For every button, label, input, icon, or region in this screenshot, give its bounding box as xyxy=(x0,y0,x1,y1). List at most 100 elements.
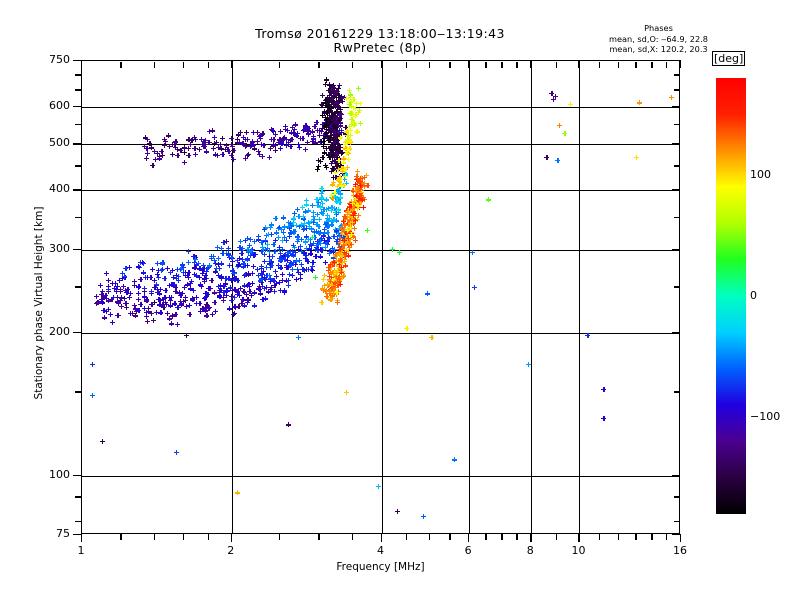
data-point xyxy=(206,264,212,270)
data-point xyxy=(99,292,105,298)
data-point xyxy=(299,237,305,242)
x-tick-minor-top xyxy=(207,62,210,68)
x-tick-major-top xyxy=(680,60,682,68)
y-tick-minor xyxy=(75,496,81,498)
x-tick-minor-top xyxy=(666,62,668,68)
x-tick-minor-top xyxy=(485,62,487,68)
data-point xyxy=(135,264,141,270)
data-point xyxy=(170,282,176,288)
data-point xyxy=(236,303,242,309)
data-point xyxy=(231,310,237,316)
data-point xyxy=(290,260,296,266)
data-point xyxy=(291,229,297,235)
data-point xyxy=(135,296,141,302)
data-point xyxy=(277,287,283,293)
data-point xyxy=(268,137,274,143)
data-point xyxy=(255,233,261,239)
data-point xyxy=(277,245,283,251)
data-point xyxy=(263,265,269,271)
data-point xyxy=(319,129,325,135)
data-point xyxy=(136,291,142,297)
data-point xyxy=(118,303,124,309)
data-point xyxy=(187,311,193,317)
data-point xyxy=(162,299,168,305)
stats-x-mode: mean, sd,X: 120.2, 20.3 xyxy=(609,44,708,54)
data-point xyxy=(168,321,174,327)
data-point xyxy=(273,148,279,154)
data-point xyxy=(122,296,127,302)
y-tick-major xyxy=(73,143,81,145)
data-point xyxy=(136,307,142,313)
data-point xyxy=(291,253,297,259)
data-point xyxy=(158,287,164,293)
data-point xyxy=(216,266,222,272)
data-point xyxy=(272,142,278,148)
x-tick-major xyxy=(680,534,682,542)
data-point xyxy=(207,128,213,134)
data-point xyxy=(334,228,340,234)
data-point xyxy=(304,129,310,134)
x-tick-minor xyxy=(516,534,518,540)
y-tick-major-right xyxy=(672,534,680,536)
data-point xyxy=(555,158,561,164)
data-point xyxy=(331,234,337,240)
data-point xyxy=(288,144,294,150)
data-point xyxy=(257,284,263,290)
data-point xyxy=(206,306,212,312)
data-point xyxy=(149,310,155,316)
title-line-program: RwPretec (8p) xyxy=(333,40,427,55)
data-point xyxy=(155,260,161,266)
data-point xyxy=(283,142,289,148)
y-tick-minor xyxy=(75,286,81,288)
data-point xyxy=(120,271,126,277)
y-tick-minor-right xyxy=(674,520,680,523)
data-point xyxy=(281,134,287,140)
data-point xyxy=(278,145,284,151)
data-point xyxy=(322,272,328,278)
data-point xyxy=(100,296,106,302)
data-point xyxy=(319,195,325,201)
data-point xyxy=(203,305,209,311)
x-tick-minor xyxy=(555,534,558,540)
data-point xyxy=(192,265,198,271)
data-point xyxy=(170,267,176,273)
data-point xyxy=(146,309,152,315)
plot-area[interactable] xyxy=(81,60,680,534)
data-point xyxy=(95,300,101,306)
data-point xyxy=(315,200,321,206)
x-tick-major xyxy=(468,534,470,542)
chart-title: Tromsø 20161229 13:18:00‒13:19:43 RwPret… xyxy=(0,27,760,55)
data-point xyxy=(144,136,150,142)
data-point xyxy=(197,266,203,272)
data-point xyxy=(192,272,197,278)
data-point xyxy=(305,236,311,242)
data-point xyxy=(305,208,311,214)
data-point xyxy=(168,303,174,309)
data-point xyxy=(115,299,120,305)
y-tick-minor xyxy=(75,165,81,167)
data-point xyxy=(260,268,266,274)
y-tick-minor-right xyxy=(674,391,680,393)
x-tick-label: 8 xyxy=(526,544,534,557)
data-point xyxy=(212,308,218,314)
x-tick-minor-top xyxy=(651,62,653,68)
data-point xyxy=(123,304,129,310)
data-point xyxy=(228,297,234,303)
data-point xyxy=(154,309,160,315)
data-point xyxy=(138,276,144,282)
x-tick-minor xyxy=(153,534,156,540)
data-point xyxy=(90,392,96,398)
data-point xyxy=(234,291,240,297)
y-tick-minor xyxy=(75,391,81,393)
data-point xyxy=(325,206,331,212)
data-point xyxy=(288,230,294,236)
data-point xyxy=(161,137,167,143)
data-point xyxy=(313,247,319,253)
data-point xyxy=(177,266,183,272)
data-point xyxy=(327,273,332,279)
data-point xyxy=(159,148,165,154)
data-point xyxy=(282,252,288,258)
data-point xyxy=(201,306,207,312)
data-point xyxy=(556,123,562,129)
data-point xyxy=(216,293,222,299)
